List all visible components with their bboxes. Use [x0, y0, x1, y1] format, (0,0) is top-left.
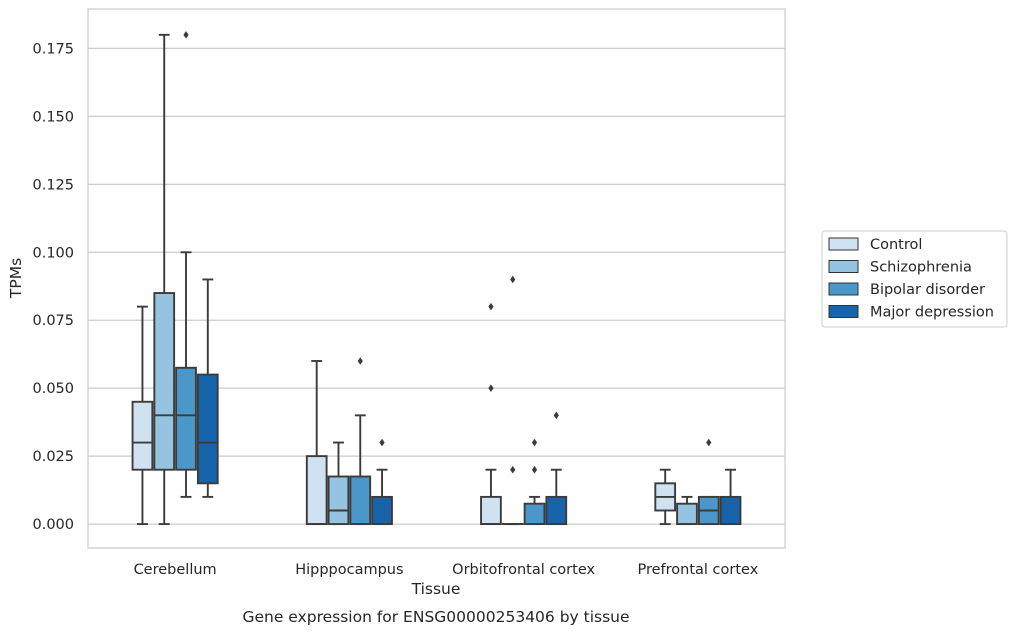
box-3-3: [719, 468, 742, 526]
box-2-0: [480, 302, 502, 526]
box-1-2: [349, 357, 372, 526]
legend-swatch: [828, 260, 859, 273]
outlier-point: [379, 438, 385, 447]
box-rect: [196, 373, 219, 485]
x-tick-label: Cerebellum: [134, 562, 217, 578]
y-axis-label: TPMs: [7, 258, 25, 299]
box-rect: [676, 502, 698, 526]
box-2-3: [545, 411, 568, 526]
x-tick-label: Hipppocampus: [295, 562, 403, 578]
y-tick-label: 0.100: [32, 245, 74, 261]
y-tick-label: 0.075: [32, 313, 74, 329]
outlier-point: [488, 302, 494, 311]
box-rect: [305, 455, 328, 526]
x-tick-label: Orbitofrontal cortex: [452, 562, 595, 578]
box-3-1: [676, 495, 698, 526]
box-rect: [327, 475, 350, 526]
box-3-2: [697, 438, 720, 526]
outlier-point: [183, 31, 189, 39]
y-tick-labels: 0.000 0.025 0.050 0.075 0.100 0.125 0.150 0.175: [32, 41, 74, 533]
box-0-1: [153, 33, 176, 526]
outlier-point: [553, 411, 559, 420]
x-axis-label: Tissue: [411, 580, 461, 598]
box-rect: [371, 495, 393, 526]
box-1-0: [305, 360, 328, 526]
outlier-point: [510, 465, 516, 474]
outlier-point: [706, 438, 712, 447]
box-rect: [719, 495, 742, 526]
x-tick-labels: Cerebellum Hipppocampus Orbitofrontal cort…: [134, 562, 759, 578]
legend: Control Schizophrenia Bipolar disorder Majo…: [821, 230, 1008, 328]
box-rect: [153, 292, 176, 471]
box-0-0: [131, 305, 154, 526]
legend-swatch: [828, 282, 859, 296]
box-rect: [175, 366, 197, 471]
x-tick-label: Prefrontal cortex: [637, 562, 758, 578]
box-rect: [480, 495, 502, 526]
outlier-point: [510, 275, 516, 284]
box-rect: [523, 502, 546, 526]
box-rect: [131, 400, 154, 471]
legend-frame: [821, 230, 1008, 328]
y-tick-label: 0.025: [32, 449, 74, 465]
box-1-1: [327, 441, 350, 526]
legend-label: Bipolar disorder: [870, 282, 985, 298]
box-0-2: [175, 31, 197, 498]
box-3-0: [654, 468, 677, 526]
box-2-1: [501, 275, 524, 526]
box-2-2: [523, 438, 546, 526]
outlier-point: [488, 384, 494, 392]
box-1-3: [371, 438, 393, 526]
outlier-point: [531, 438, 538, 447]
legend-label: Control: [870, 237, 922, 253]
box-rect: [349, 475, 372, 526]
box-0-3: [196, 278, 219, 498]
outlier-point: [531, 465, 538, 474]
legend-swatch: [828, 305, 859, 318]
boxes: [131, 31, 742, 526]
y-tick-label: 0.000: [32, 517, 74, 533]
legend-label: Schizophrenia: [870, 260, 972, 276]
y-tick-label: 0.125: [32, 177, 74, 193]
y-tick-label: 0.050: [32, 381, 74, 397]
chart-caption: Gene expression for ENSG00000253406 by t…: [242, 608, 629, 626]
box-rect: [545, 495, 568, 526]
legend-swatch: [828, 237, 859, 251]
y-tick-label: 0.150: [32, 109, 74, 125]
outlier-point: [357, 357, 363, 365]
legend-label: Major depression: [870, 305, 994, 321]
y-tick-label: 0.175: [32, 41, 74, 57]
